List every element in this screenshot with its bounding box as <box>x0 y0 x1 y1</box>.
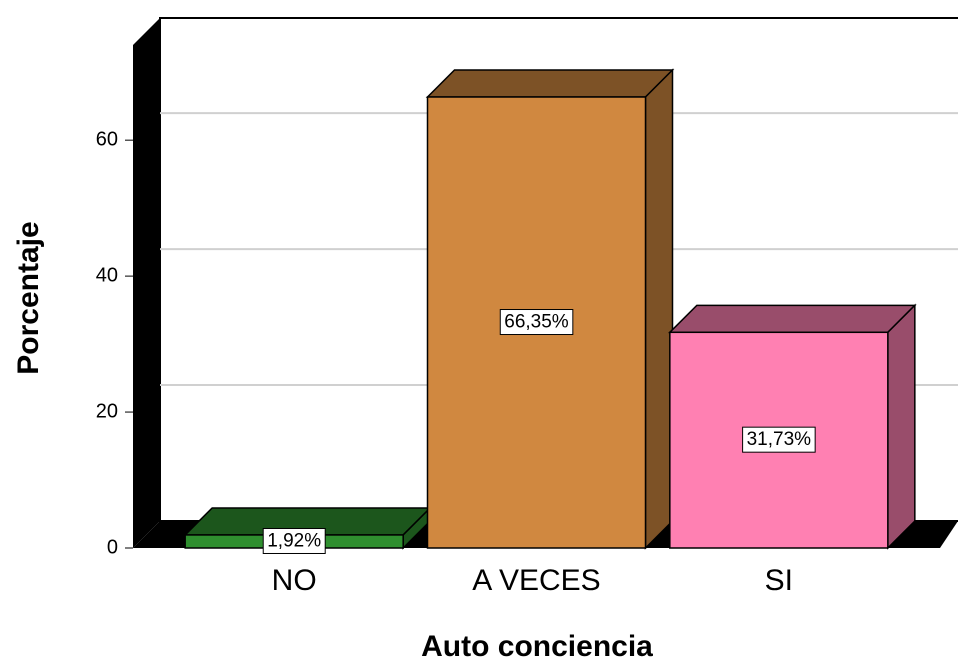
left-wall <box>133 18 160 548</box>
x-axis-title: Auto conciencia <box>421 630 653 660</box>
value-label: 1,92% <box>267 530 321 551</box>
bar-top <box>425 69 675 98</box>
y-tick-label: 0 <box>107 536 118 558</box>
x-tick-label: A VECES <box>472 564 600 597</box>
x-tick-label: NO <box>272 564 317 597</box>
value-label-box <box>742 426 816 453</box>
y-tick-label: 20 <box>96 400 118 422</box>
y-tick-label: 40 <box>96 264 118 286</box>
bar <box>668 303 917 550</box>
value-label: 66,35% <box>504 312 569 333</box>
y-tick-label: 60 <box>96 128 118 150</box>
bar-side <box>644 68 674 550</box>
y-axis-title: Porcentaje <box>12 221 45 374</box>
bar <box>425 68 675 550</box>
bar-top <box>668 304 917 334</box>
value-label-box <box>499 309 574 336</box>
value-label: 31,73% <box>747 429 812 450</box>
x-tick-label: SI <box>765 564 793 597</box>
value-label-box <box>262 527 326 554</box>
bar-side <box>887 303 916 550</box>
